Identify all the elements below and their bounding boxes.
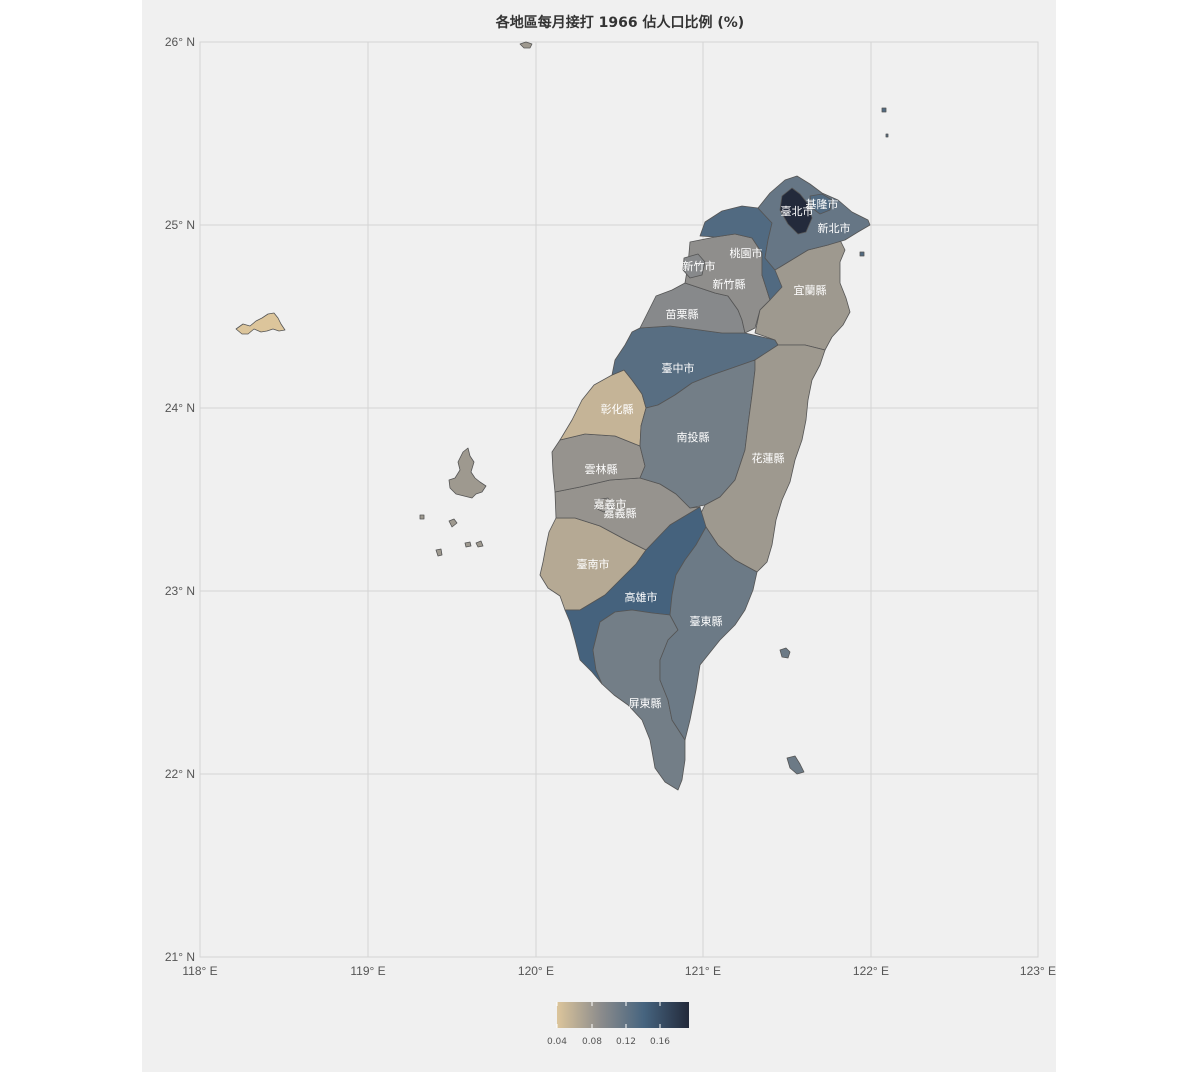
y-tick-label: 23° N [165, 584, 195, 598]
x-tick-label: 123° E [1020, 964, 1056, 978]
y-tick-label: 25° N [165, 218, 195, 232]
x-tick-label: 120° E [518, 964, 554, 978]
region-label: 苗栗縣 [666, 308, 699, 321]
region-label: 臺中市 [662, 361, 695, 375]
region-label: 臺東縣 [690, 614, 723, 628]
region-label: 臺北市 [781, 204, 814, 218]
x-tick-label: 121° E [685, 964, 721, 978]
region-taipei [779, 187, 813, 235]
region-label: 新竹縣 [713, 277, 746, 291]
legend-tick-label: 0.08 [582, 1037, 602, 1047]
regions [235, 41, 889, 791]
legend-tick-label: 0.16 [650, 1037, 670, 1047]
legend-tick-label: 0.12 [616, 1037, 636, 1047]
region-label: 臺南市 [577, 557, 610, 571]
color-legend: 0.04 0.08 0.12 0.16 [547, 1002, 689, 1047]
x-tick-label: 119° E [350, 964, 385, 978]
region-chiayi-city [594, 497, 613, 513]
region-label: 花蓮縣 [752, 451, 785, 465]
region-label: 南投縣 [677, 430, 710, 444]
axis-labels: 118° E 119° E 120° E 121° E 122° E 123° … [165, 35, 1056, 978]
legend-colorbar [557, 1002, 689, 1028]
region-label: 雲林縣 [585, 462, 618, 476]
legend-ticks [556, 1002, 661, 1028]
map-title: 各地區每月接打 1966 佔人口比例 (%) [495, 14, 744, 31]
y-tick-label: 26° N [165, 35, 195, 49]
x-tick-label: 122° E [853, 964, 889, 978]
region-label: 新竹市 [683, 259, 716, 273]
region-label: 嘉義縣 [604, 506, 637, 520]
region-label: 嘉義市 [594, 497, 627, 511]
region-label: 高雄市 [625, 590, 658, 604]
region-label: 新北市 [818, 221, 851, 235]
region-label: 屏東縣 [629, 697, 662, 710]
region-taitung [659, 526, 805, 775]
region-keelung-islets [859, 107, 889, 257]
y-tick-label: 21° N [165, 950, 195, 964]
region-hsinchu-city [682, 253, 706, 279]
region-kinmen [235, 312, 286, 335]
region-label: 桃園市 [730, 246, 763, 260]
region-penghu [419, 447, 487, 557]
y-tick-label: 24° N [165, 401, 195, 415]
region-hualien [699, 344, 826, 573]
region-taoyuan [699, 205, 783, 301]
region-keelung [809, 193, 833, 215]
region-labels: 臺北市 基隆市 新北市 桃園市 新竹市 新竹縣 宜蘭縣 苗栗縣 臺中市 彰化縣 … [577, 197, 851, 710]
y-tick-label: 22° N [165, 767, 195, 781]
legend-tick-label: 0.04 [547, 1037, 567, 1047]
region-label: 宜蘭縣 [794, 283, 827, 297]
x-tick-label: 118° E [182, 964, 217, 978]
region-label: 彰化縣 [601, 402, 634, 416]
region-lienchiang [519, 41, 533, 49]
region-label: 基隆市 [806, 197, 839, 211]
